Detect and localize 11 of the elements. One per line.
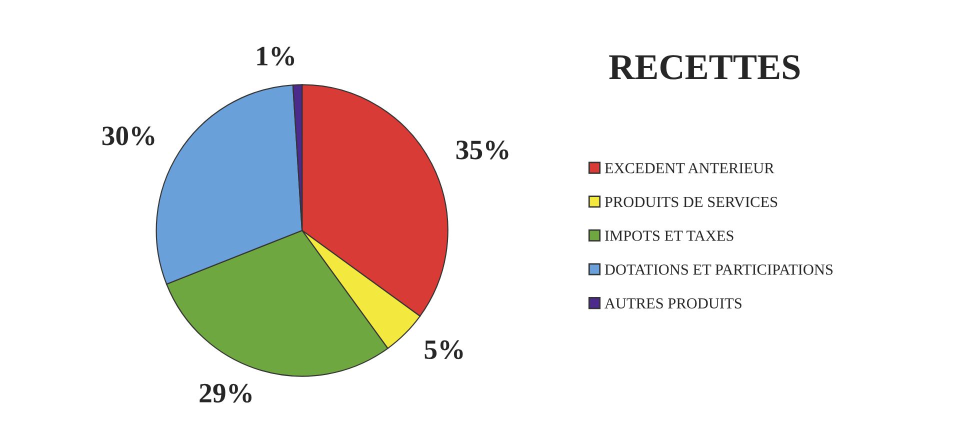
legend-label: PRODUITS DE SERVICES [604,196,778,208]
legend-label: DOTATIONS ET PARTICIPATIONS [604,264,833,275]
data-label: 29% [200,384,252,403]
data-label: 1% [257,46,294,66]
legend-label: EXCEDENT ANTERIEUR [604,163,774,174]
data-label: 35% [456,140,508,160]
data-label: 5% [424,340,463,360]
data-label: 30% [102,126,154,146]
legend-label: AUTRES PRODUITS [604,298,742,309]
legend-label: IMPOTS ET TAXES [604,230,734,241]
chart-title: RECETTES [609,55,800,80]
